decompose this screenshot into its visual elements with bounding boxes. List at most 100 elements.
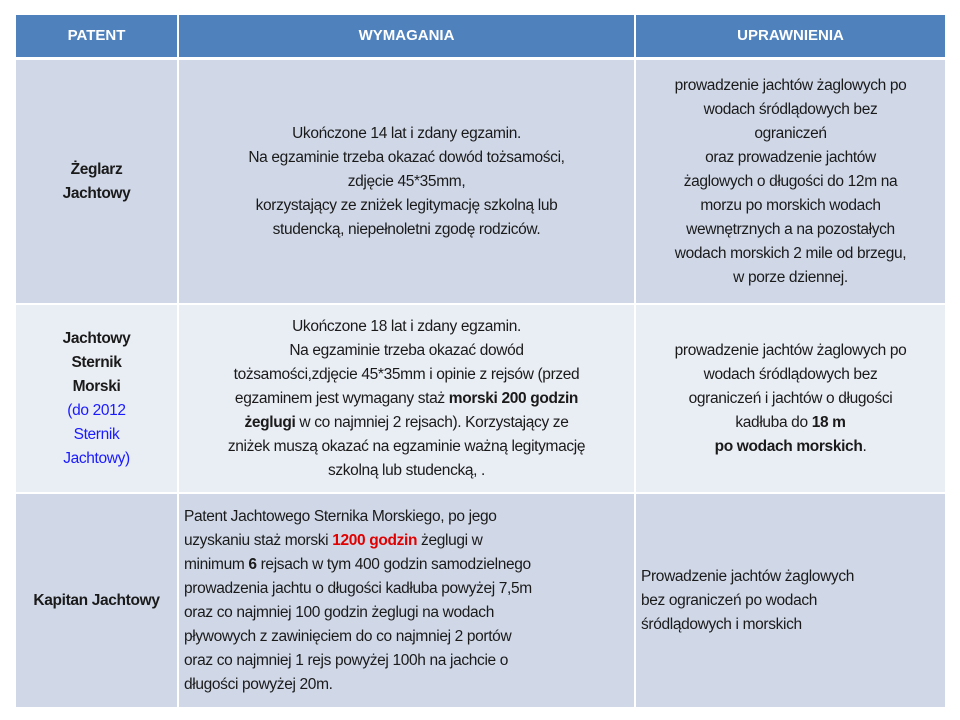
text-segment: żeglugi w bbox=[417, 532, 482, 549]
permissions-cell: prowadzenie jachtów żaglowych po wodach ś… bbox=[636, 60, 945, 303]
header-patent: PATENT bbox=[16, 15, 177, 57]
text-segment: Ukończone 18 lat i zdany egzamin. bbox=[292, 318, 521, 335]
text-segment: minimum bbox=[184, 556, 248, 573]
patent-cell: Kapitan Jachtowy bbox=[16, 494, 177, 707]
text-segment: żeglugi bbox=[245, 414, 296, 431]
text-segment: Ukończone 14 lat i zdany egzamin. bbox=[292, 125, 521, 142]
text-segment: studencką, niepełnoletni zgodę rodziców. bbox=[273, 221, 541, 238]
text-segment: ograniczeń i jachtów o długości bbox=[689, 390, 893, 407]
text-segment: kadłuba do bbox=[735, 414, 811, 431]
text-line: pływowych z zawinięciem do co najmniej 2… bbox=[184, 625, 630, 649]
text-segment: bez ograniczeń po wodach bbox=[641, 592, 817, 609]
text-line: tożsamości,zdjęcie 45*35mm i opinie z re… bbox=[183, 363, 630, 387]
text-line: wodach śródlądowych bez bbox=[636, 98, 945, 122]
header-requirements: WYMAGANIA bbox=[179, 15, 634, 57]
text-segment: ograniczeń bbox=[754, 125, 826, 142]
text-segment: Na egzaminie trzeba okazać dowód bbox=[289, 342, 523, 359]
text-line: Jachtowy bbox=[16, 182, 177, 206]
text-segment: (do 2012 bbox=[67, 402, 125, 419]
table-row: Kapitan Jachtowy Patent Jachtowego Stern… bbox=[16, 494, 945, 707]
text-segment: oraz prowadzenie jachtów bbox=[705, 149, 876, 166]
text-line: Sternik bbox=[16, 423, 177, 447]
text-line: minimum 6 rejsach w tym 400 godzin samod… bbox=[184, 553, 630, 577]
header-permissions: UPRAWNIENIA bbox=[636, 15, 945, 57]
text-segment: prowadzenie jachtów żaglowych po bbox=[675, 342, 907, 359]
text-line: prowadzenia jachtu o długości kadłuba po… bbox=[184, 577, 630, 601]
requirements-cell: Ukończone 14 lat i zdany egzamin. Na egza… bbox=[179, 60, 634, 303]
table-row: Żeglarz Jachtowy Ukończone 14 lat i zdany… bbox=[16, 60, 945, 303]
text-segment: wewnętrznych a na pozostałych bbox=[686, 221, 895, 238]
text-line: zdjęcie 45*35mm, bbox=[183, 170, 630, 194]
text-line: Na egzaminie trzeba okazać dowód bbox=[183, 339, 630, 363]
text-segment: Na egzaminie trzeba okazać dowód tożsamo… bbox=[248, 149, 564, 166]
text-line: studencką, niepełnoletni zgodę rodziców. bbox=[183, 218, 630, 242]
text-line: morzu po morskich wodach bbox=[636, 194, 945, 218]
text-segment: 1200 godzin bbox=[332, 532, 417, 549]
text-line: oraz co najmniej 100 godzin żeglugi na w… bbox=[184, 601, 630, 625]
text-segment: 6 bbox=[248, 556, 256, 573]
header-row: PATENT WYMAGANIA UPRAWNIENIA bbox=[16, 15, 945, 57]
text-line: po wodach morskich. bbox=[636, 435, 945, 459]
text-line: kadłuba do 18 m bbox=[636, 411, 945, 435]
text-line: Żeglarz bbox=[16, 158, 177, 182]
text-segment: Kapitan Jachtowy bbox=[33, 592, 159, 609]
text-segment: korzystający ze zniżek legitymację szkol… bbox=[256, 197, 558, 214]
text-segment: żaglowych o długości do 12m na bbox=[684, 173, 898, 190]
text-segment: zniżek muszą okazać na egzaminie ważną l… bbox=[228, 438, 585, 455]
text-line: Morski bbox=[16, 375, 177, 399]
text-segment: Patent Jachtowego Sternika Morskiego, po… bbox=[184, 508, 497, 525]
permissions-cell: Prowadzenie jachtów żaglowych bez ogranic… bbox=[636, 494, 945, 707]
text-line: Na egzaminie trzeba okazać dowód tożsamo… bbox=[183, 146, 630, 170]
text-segment: wodach śródlądowych bez bbox=[704, 101, 878, 118]
text-segment: tożsamości,zdjęcie 45*35mm i opinie z re… bbox=[234, 366, 580, 383]
text-segment: po wodach morskich bbox=[715, 438, 863, 455]
text-segment: pływowych z zawinięciem do co najmniej 2… bbox=[184, 628, 511, 645]
text-line: Sternik bbox=[16, 351, 177, 375]
text-segment: Prowadzenie jachtów żaglowych bbox=[641, 568, 854, 585]
text-line: Ukończone 14 lat i zdany egzamin. bbox=[183, 122, 630, 146]
requirements-cell: Ukończone 18 lat i zdany egzamin. Na egza… bbox=[179, 305, 634, 492]
text-line: Jachtowy bbox=[16, 327, 177, 351]
text-segment: Sternik bbox=[71, 354, 121, 371]
requirements-cell: Patent Jachtowego Sternika Morskiego, po… bbox=[179, 494, 634, 707]
text-line: uzyskaniu staż morski 1200 godzin żeglug… bbox=[184, 529, 630, 553]
patent-cell: Żeglarz Jachtowy bbox=[16, 60, 177, 303]
text-segment: morski 200 godzin bbox=[449, 390, 578, 407]
text-segment: Morski bbox=[73, 378, 121, 395]
text-line: Prowadzenie jachtów żaglowych bbox=[641, 565, 945, 589]
text-segment: oraz co najmniej 100 godzin żeglugi na w… bbox=[184, 604, 494, 621]
text-line: egzaminem jest wymagany staż morski 200 … bbox=[183, 387, 630, 411]
text-line: żeglugi w co najmniej 2 rejsach). Korzys… bbox=[183, 411, 630, 435]
text-line: śródlądowych i morskich bbox=[641, 613, 945, 637]
text-segment: uzyskaniu staż morski bbox=[184, 532, 332, 549]
text-segment: wodach morskich 2 mile od brzegu, bbox=[675, 245, 906, 262]
text-line: wewnętrznych a na pozostałych bbox=[636, 218, 945, 242]
text-segment: oraz co najmniej 1 rejs powyżej 100h na … bbox=[184, 652, 508, 669]
text-line: długości powyżej 20m. bbox=[184, 673, 630, 697]
text-line: oraz prowadzenie jachtów bbox=[636, 146, 945, 170]
text-segment: śródlądowych i morskich bbox=[641, 616, 802, 633]
text-segment: rejsach w tym 400 godzin samodzielnego bbox=[257, 556, 531, 573]
patent-cell: JachtowySternikMorski (do 2012SternikJac… bbox=[16, 305, 177, 492]
text-line: Ukończone 18 lat i zdany egzamin. bbox=[183, 315, 630, 339]
text-line: wodach śródlądowych bez bbox=[636, 363, 945, 387]
text-segment: prowadzenia jachtu o długości kadłuba po… bbox=[184, 580, 532, 597]
text-segment: Jachtowy bbox=[63, 185, 131, 202]
text-segment: długości powyżej 20m. bbox=[184, 676, 333, 693]
text-segment: prowadzenie jachtów żaglowych po bbox=[675, 77, 907, 94]
text-segment: w porze dziennej. bbox=[733, 269, 848, 286]
text-line: prowadzenie jachtów żaglowych po bbox=[636, 74, 945, 98]
text-segment: Żeglarz bbox=[71, 161, 123, 178]
text-line: Patent Jachtowego Sternika Morskiego, po… bbox=[184, 505, 630, 529]
table-row: JachtowySternikMorski (do 2012SternikJac… bbox=[16, 305, 945, 492]
text-segment: Sternik bbox=[74, 426, 120, 443]
text-segment: morzu po morskich wodach bbox=[700, 197, 880, 214]
text-line: szkolną lub studencką, . bbox=[183, 459, 630, 483]
text-line: Kapitan Jachtowy bbox=[16, 589, 177, 613]
text-segment: w co najmniej 2 rejsach). Korzystający z… bbox=[295, 414, 568, 431]
text-segment: wodach śródlądowych bez bbox=[704, 366, 878, 383]
text-segment: egzaminem jest wymagany staż bbox=[235, 390, 449, 407]
text-line: oraz co najmniej 1 rejs powyżej 100h na … bbox=[184, 649, 630, 673]
text-line: żaglowych o długości do 12m na bbox=[636, 170, 945, 194]
text-line: wodach morskich 2 mile od brzegu, bbox=[636, 242, 945, 266]
